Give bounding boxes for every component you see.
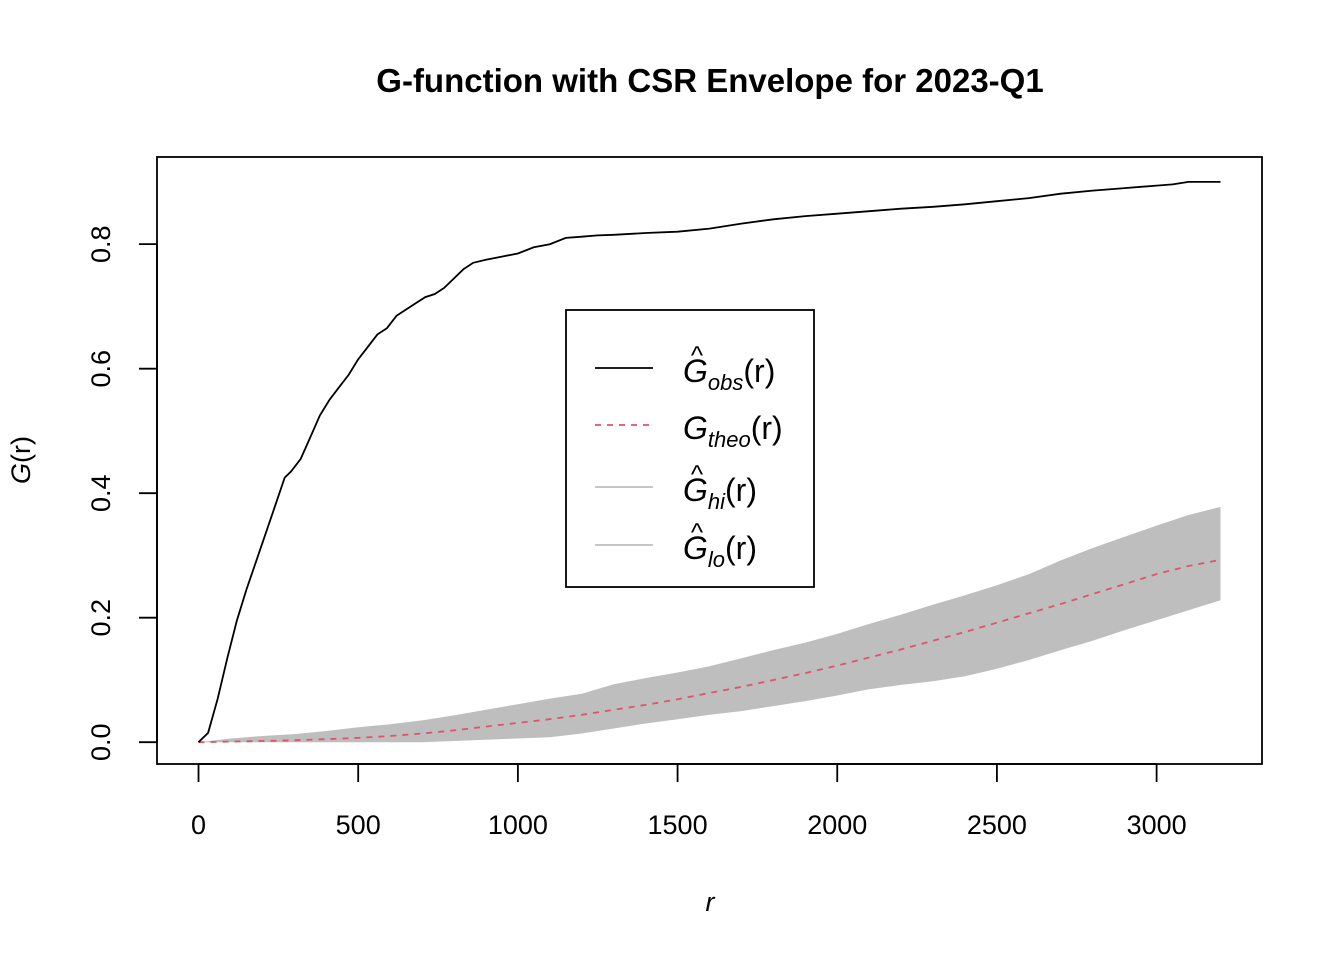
legend-label-tail: (r)	[725, 530, 757, 566]
y-tick-label: 0.4	[86, 474, 116, 512]
x-tick-label: 3000	[1127, 810, 1187, 840]
x-axis-label: r	[706, 887, 716, 917]
legend-label-tail: (r)	[751, 410, 783, 446]
x-tick-label: 1500	[648, 810, 708, 840]
chart-title: G-function with CSR Envelope for 2023-Q1	[376, 62, 1043, 99]
x-tick-label: 2000	[807, 810, 867, 840]
legend-label-sub: hi	[708, 489, 726, 514]
legend-label-sub: theo	[708, 427, 751, 452]
legend-label-sub: obs	[708, 370, 743, 395]
x-axis: 0 500 1000 1500 2000 2500 3000	[191, 764, 1187, 840]
y-tick-label: 0.2	[86, 599, 116, 637]
y-tick-label: 0.6	[86, 350, 116, 388]
x-tick-label: 1000	[488, 810, 548, 840]
y-axis-label: G(r)	[6, 436, 36, 484]
x-tick-label: 2500	[967, 810, 1027, 840]
y-tick-label: 0.8	[86, 225, 116, 263]
legend-hat: ^	[691, 517, 704, 547]
legend-hat: ^	[691, 459, 704, 489]
legend-label-sub: lo	[708, 547, 725, 572]
y-axis-label-tail: (r)	[6, 436, 36, 463]
y-axis: 0.0 0.2 0.4 0.6 0.8	[86, 225, 157, 761]
legend-label-base: G	[683, 410, 708, 446]
x-tick-label: 0	[191, 810, 206, 840]
x-tick-label: 500	[336, 810, 381, 840]
legend-label-tail: (r)	[725, 472, 757, 508]
legend-hat: ^	[691, 340, 704, 370]
legend-label-tail: (r)	[743, 353, 775, 389]
y-axis-label-base: G	[6, 463, 36, 484]
legend: Gobs(r)^Gtheo(r)Ghi(r)^Glo(r)^	[566, 310, 814, 587]
y-tick-label: 0.0	[86, 723, 116, 761]
